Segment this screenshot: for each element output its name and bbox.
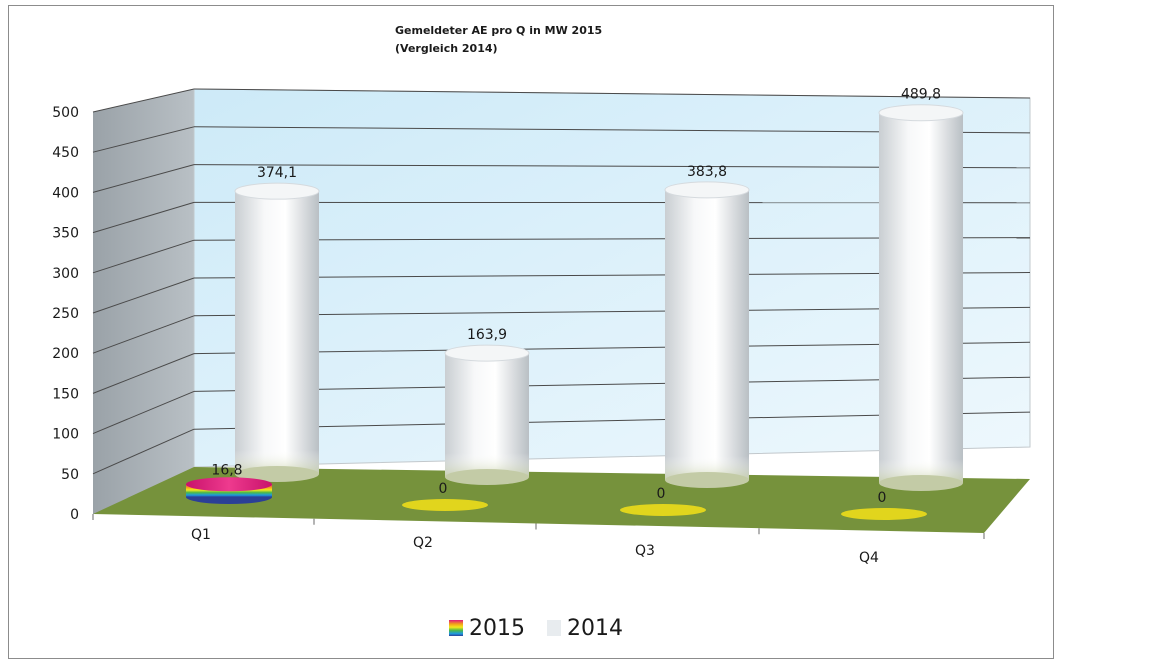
- gridline-side: [92, 277, 195, 314]
- bar-2014: [234, 182, 320, 482]
- gridline-side: [92, 315, 195, 354]
- legend: 2015 2014: [449, 616, 623, 641]
- gridline: [193, 88, 1031, 99]
- data-label-2015: 16,8: [211, 462, 242, 478]
- legend-swatch-2014: [547, 620, 561, 636]
- gridline-side: [92, 126, 195, 153]
- gridline-side: [92, 428, 195, 475]
- legend-label-2014: 2014: [567, 616, 623, 641]
- data-label-2014: 383,8: [687, 164, 727, 180]
- data-label-2014: 163,9: [467, 327, 507, 343]
- x-category-label: Q2: [413, 535, 433, 551]
- gridline-side: [92, 201, 195, 234]
- gridline-side: [92, 164, 195, 193]
- legend-label-2015: 2015: [469, 616, 525, 641]
- data-label-2015: 0: [439, 481, 448, 497]
- chart-subtitle: (Vergleich 2014): [395, 42, 498, 55]
- y-tick-label: 300: [52, 266, 79, 282]
- gridline-side: [92, 88, 195, 113]
- gridline-side: [92, 353, 195, 394]
- y-tick-label: 100: [52, 427, 79, 443]
- side-wall: [93, 89, 194, 514]
- bar-2014: [878, 104, 964, 491]
- bar-2015: [186, 477, 272, 504]
- floor: [93, 467, 1030, 533]
- chart-svg: Gemeldeter AE pro Q in MW 2015 (Vergleic…: [52, 24, 1031, 641]
- y-tick-label: 500: [52, 105, 79, 121]
- bar-2014: [664, 181, 750, 488]
- x-category-label: Q1: [191, 527, 211, 543]
- bar-2015-zero: [841, 508, 927, 520]
- data-label-2015: 0: [878, 490, 887, 506]
- y-tick-label: 250: [52, 306, 79, 322]
- data-label-2015: 0: [657, 486, 666, 502]
- y-tick-label: 0: [70, 507, 79, 523]
- data-label-2014: 374,1: [257, 165, 297, 181]
- y-tick-label: 150: [52, 386, 79, 402]
- gridline-side: [92, 239, 195, 274]
- chart-title: Gemeldeter AE pro Q in MW 2015: [395, 24, 602, 37]
- gridline-side: [92, 390, 195, 435]
- bar-2015-zero: [402, 499, 488, 511]
- y-tick-label: 400: [52, 185, 79, 201]
- legend-swatch-2015: [449, 620, 463, 636]
- y-tick-label: 50: [61, 467, 79, 483]
- x-category-label: Q3: [635, 543, 655, 559]
- bar-2014: [444, 344, 530, 485]
- bar-2015-zero: [620, 504, 706, 516]
- data-label-2014: 489,8: [901, 87, 941, 103]
- chart-frame: Gemeldeter AE pro Q in MW 2015 (Vergleic…: [8, 5, 1054, 659]
- x-category-label: Q4: [859, 550, 879, 566]
- y-tick-label: 350: [52, 226, 79, 242]
- y-tick-label: 450: [52, 145, 79, 161]
- y-tick-label: 200: [52, 346, 79, 362]
